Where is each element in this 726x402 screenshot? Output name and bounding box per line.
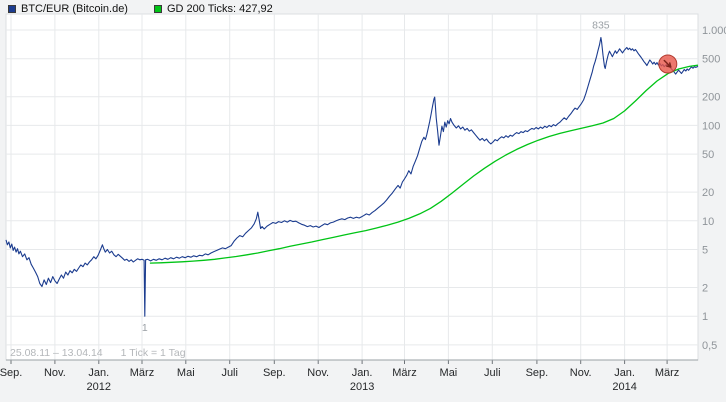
chart-footer: 25.08.11 – 13.04.14 1 Tick = 1 Tag	[10, 347, 186, 359]
legend-item-price: BTC/EUR (Bitcoin.de)	[8, 3, 128, 15]
x-axis-label: Jan.	[352, 367, 373, 379]
annotation-1: 1	[142, 322, 148, 334]
y-axis-label: 200	[702, 92, 720, 104]
x-axis-label: Mai	[440, 367, 458, 379]
marker-arrow-icon	[663, 59, 672, 68]
date-range-label: 25.08.11 – 13.04.14	[10, 347, 103, 359]
x-axis-label: März	[130, 367, 154, 379]
y-axis-label: 10	[702, 216, 714, 228]
y-axis-label: 100	[702, 120, 720, 132]
price-line	[5, 36, 699, 317]
legend-item-ma: GD 200 Ticks: 427,92	[153, 3, 273, 15]
plot-area	[5, 13, 699, 361]
x-axis-label: März	[655, 367, 679, 379]
x-axis-label: Juli	[484, 367, 501, 379]
annotation-835: 835	[592, 20, 610, 32]
x-axis-label: Sep.	[526, 367, 549, 379]
x-axis-label: Juli	[221, 367, 238, 379]
price-series-label: BTC/EUR (Bitcoin.de)	[21, 3, 128, 15]
tick-info-label: 1 Tick = 1 Tag	[120, 347, 186, 359]
y-axis-label: 1.000	[702, 25, 726, 37]
x-axis-label: Jan.	[614, 367, 635, 379]
y-axis-label: 20	[702, 187, 714, 199]
x-axis-label: Nov.	[307, 367, 329, 379]
x-axis-year-label: 2013	[350, 381, 374, 393]
y-axis-label: 2	[702, 283, 708, 295]
y-axis-label: 5	[702, 245, 708, 257]
chart-legend: BTC/EUR (Bitcoin.de) GD 200 Ticks: 427,9…	[8, 3, 273, 15]
y-axis-label: 0,5	[702, 340, 717, 352]
x-axis-label: März	[392, 367, 416, 379]
x-axis-year-label: 2014	[612, 381, 636, 393]
x-axis-year-label: 2012	[87, 381, 111, 393]
y-axis-label: 50	[702, 149, 714, 161]
x-axis-label: Sep.	[263, 367, 286, 379]
x-axis-label: Nov.	[570, 367, 592, 379]
x-axis-label: Jan.	[88, 367, 109, 379]
ma-series-label: GD 200 Ticks: 427,92	[166, 3, 273, 15]
y-axis-label: 500	[702, 54, 720, 66]
x-axis-label: Mai	[177, 367, 195, 379]
x-axis-label: Sep.	[0, 367, 22, 379]
price-series-swatch-icon	[8, 5, 16, 13]
ma-series-swatch-icon	[153, 5, 162, 13]
y-axis-label: 1	[702, 311, 708, 323]
ma-line	[149, 64, 699, 264]
x-axis-label: Nov.	[44, 367, 66, 379]
